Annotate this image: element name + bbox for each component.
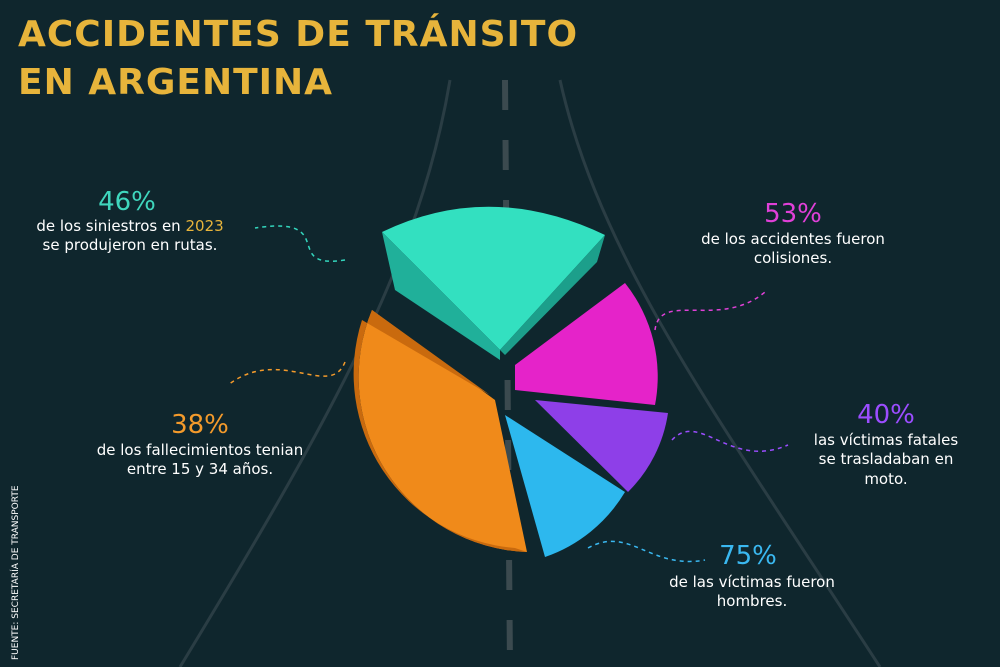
callout-text: hombres. [717,592,787,610]
callout-text: de los fallecimientos tenian [97,441,304,459]
arrows [227,225,789,563]
callout-text: moto. [864,470,907,488]
callout-highlight: 2023 [185,217,223,235]
callout-text: de los siniestros en 2023 [36,217,223,235]
callout-text: de los siniestros en [36,217,180,235]
callout-value: 38% [171,410,229,440]
callout-text: de los accidentes fueron [701,230,885,248]
callout-text: entre 15 y 34 años. [127,460,273,478]
callout-text: las víctimas fatales [814,431,959,449]
callout-value: 46% [98,187,156,217]
callout-text: colisiones. [754,249,832,267]
title-line: ACCIDENTES DE TRÁNSITO [18,13,578,55]
title-line: EN ARGENTINA [18,62,333,103]
callout-value: 53% [764,199,822,229]
callout-text: se trasladaban en [819,450,954,468]
callout-text: se produjeron en rutas. [43,236,218,254]
callout-value: 75% [719,541,777,571]
pie [353,206,668,557]
source: FUENTE: SECRETARÍA DE TRANSPORTE [9,485,21,660]
callout-text: de las víctimas fueron [669,573,835,591]
callout-value: 40% [857,400,915,430]
